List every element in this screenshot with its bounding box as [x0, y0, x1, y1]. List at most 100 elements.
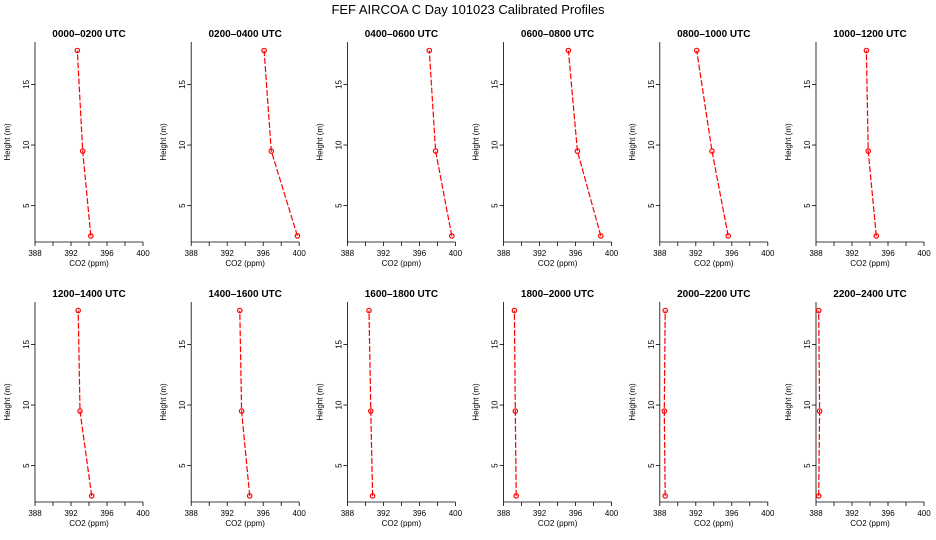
profile-line: [76, 50, 92, 236]
data-point: [709, 148, 715, 154]
y-tick-label: 5: [334, 203, 343, 208]
panel-9: 1600–1800 UTC 388 392 396 400 5 10 15 CO2 (ppm) H…: [315, 289, 462, 528]
x-axis-label: CO2 (ppm): [850, 259, 890, 268]
profile-line: [865, 50, 877, 236]
x-tick-label: 400: [605, 249, 619, 258]
x-axis-label: CO2 (ppm): [538, 519, 578, 528]
data-point: [246, 493, 253, 499]
x-tick-label: 400: [449, 249, 463, 258]
panel-title: 0600–0800 UTC: [521, 29, 594, 40]
x-tick-label: 396: [413, 509, 427, 518]
x-axis-label: CO2 (ppm): [538, 259, 578, 268]
data-point: [662, 307, 669, 314]
y-tick-label: 15: [22, 339, 31, 348]
x-tick-label: 396: [881, 249, 895, 258]
x-axis-label: CO2 (ppm): [694, 519, 734, 528]
y-tick-label: 15: [803, 79, 812, 88]
x-tick-label: 392: [533, 509, 547, 518]
panel-title: 2200–2400 UTC: [833, 289, 906, 300]
y-axis-label: Height (m): [472, 383, 481, 421]
data-point: [815, 493, 822, 499]
x-tick-label: 396: [100, 509, 114, 518]
y-tick-label: 10: [491, 140, 500, 149]
y-axis-label: Height (m): [472, 123, 481, 161]
x-tick-label: 400: [605, 509, 619, 518]
data-point: [74, 47, 81, 54]
profile-line: [77, 310, 93, 496]
x-tick-label: 396: [257, 509, 271, 518]
data-point: [88, 493, 95, 499]
panel-1: 0000–0200 UTC 388 392 396 400 5 10 15 CO2 (ppm) H…: [3, 29, 150, 268]
panel-title: 0800–1000 UTC: [677, 29, 750, 40]
y-tick-label: 5: [178, 203, 187, 208]
data-point: [597, 233, 604, 239]
data-point: [662, 493, 669, 499]
profile-line: [428, 50, 453, 237]
y-tick-label: 15: [647, 79, 656, 88]
profile-line: [513, 310, 517, 496]
y-tick-label: 15: [334, 79, 343, 88]
profile-line: [818, 310, 821, 496]
profile-line: [239, 310, 251, 496]
x-axis-label: CO2 (ppm): [694, 259, 734, 268]
x-tick-label: 388: [341, 249, 355, 258]
x-tick-label: 392: [221, 249, 235, 258]
panel-title: 1600–1800 UTC: [365, 289, 438, 300]
y-axis-label: Height (m): [784, 383, 793, 421]
y-tick-label: 15: [647, 339, 656, 348]
y-tick-label: 15: [491, 79, 500, 88]
x-tick-label: 392: [64, 509, 78, 518]
panel-3: 0400–0600 UTC 388 392 396 400 5 10 15 CO2 (ppm) H…: [315, 29, 462, 268]
x-axis-label: CO2 (ppm): [382, 259, 422, 268]
panel-title: 1200–1400 UTC: [52, 289, 125, 300]
x-tick-label: 388: [653, 249, 667, 258]
data-point: [432, 148, 439, 154]
x-axis-label: CO2 (ppm): [225, 519, 265, 528]
data-point: [79, 148, 86, 154]
panel-title: 0400–0600 UTC: [365, 29, 438, 40]
y-tick-label: 5: [647, 463, 656, 468]
x-tick-label: 392: [845, 249, 859, 258]
panel-6: 1000–1200 UTC 388 392 396 400 5 10 15 CO2 (ppm) H…: [784, 29, 931, 268]
y-tick-label: 10: [491, 400, 500, 409]
y-axis-label: Height (m): [159, 123, 168, 161]
panel-title: 1800–2000 UTC: [521, 289, 594, 300]
y-tick-label: 10: [334, 140, 343, 149]
x-tick-label: 396: [725, 509, 739, 518]
y-axis-label: Height (m): [3, 123, 12, 161]
panel-8: 1400–1600 UTC 388 392 396 400 5 10 15 CO2 (ppm) H…: [159, 289, 306, 528]
x-tick-label: 388: [28, 509, 42, 518]
data-point: [75, 307, 82, 314]
x-tick-label: 400: [917, 249, 931, 258]
data-point: [574, 148, 581, 154]
x-tick-label: 396: [569, 509, 583, 518]
panels-grid: 0000–0200 UTC 388 392 396 400 5 10 15 CO2 (ppm) H…: [3, 29, 931, 528]
y-tick-label: 10: [178, 140, 187, 149]
x-tick-label: 388: [809, 509, 823, 518]
panel-7: 1200–1400 UTC 388 392 396 400 5 10 15 CO2 (ppm) H…: [3, 289, 150, 528]
y-tick-label: 15: [334, 339, 343, 348]
y-tick-label: 10: [647, 400, 656, 409]
x-tick-label: 396: [569, 249, 583, 258]
panel-10: 1800–2000 UTC 388 392 396 400 5 10 15 CO2 (ppm) H…: [472, 289, 619, 528]
x-tick-label: 400: [293, 509, 307, 518]
data-point: [238, 408, 245, 414]
y-tick-label: 10: [22, 400, 31, 409]
x-tick-label: 400: [293, 249, 307, 258]
x-axis-label: CO2 (ppm): [69, 259, 109, 268]
y-axis-label: Height (m): [784, 123, 793, 161]
data-point: [448, 233, 455, 239]
x-tick-label: 392: [689, 509, 703, 518]
y-tick-label: 5: [334, 463, 343, 468]
x-tick-label: 392: [377, 509, 391, 518]
x-tick-label: 392: [377, 249, 391, 258]
y-tick-label: 5: [803, 463, 812, 468]
figure-title: FEF AIRCOA C Day 101023 Calibrated Profi…: [331, 2, 605, 17]
x-tick-label: 392: [64, 249, 78, 258]
x-axis-label: CO2 (ppm): [69, 519, 109, 528]
y-axis-label: Height (m): [315, 383, 324, 421]
data-point: [815, 307, 822, 314]
panel-12: 2200–2400 UTC 388 392 396 400 5 10 15 CO2 (ppm) H…: [784, 289, 931, 528]
y-tick-label: 10: [22, 140, 31, 149]
x-tick-label: 400: [761, 509, 775, 518]
